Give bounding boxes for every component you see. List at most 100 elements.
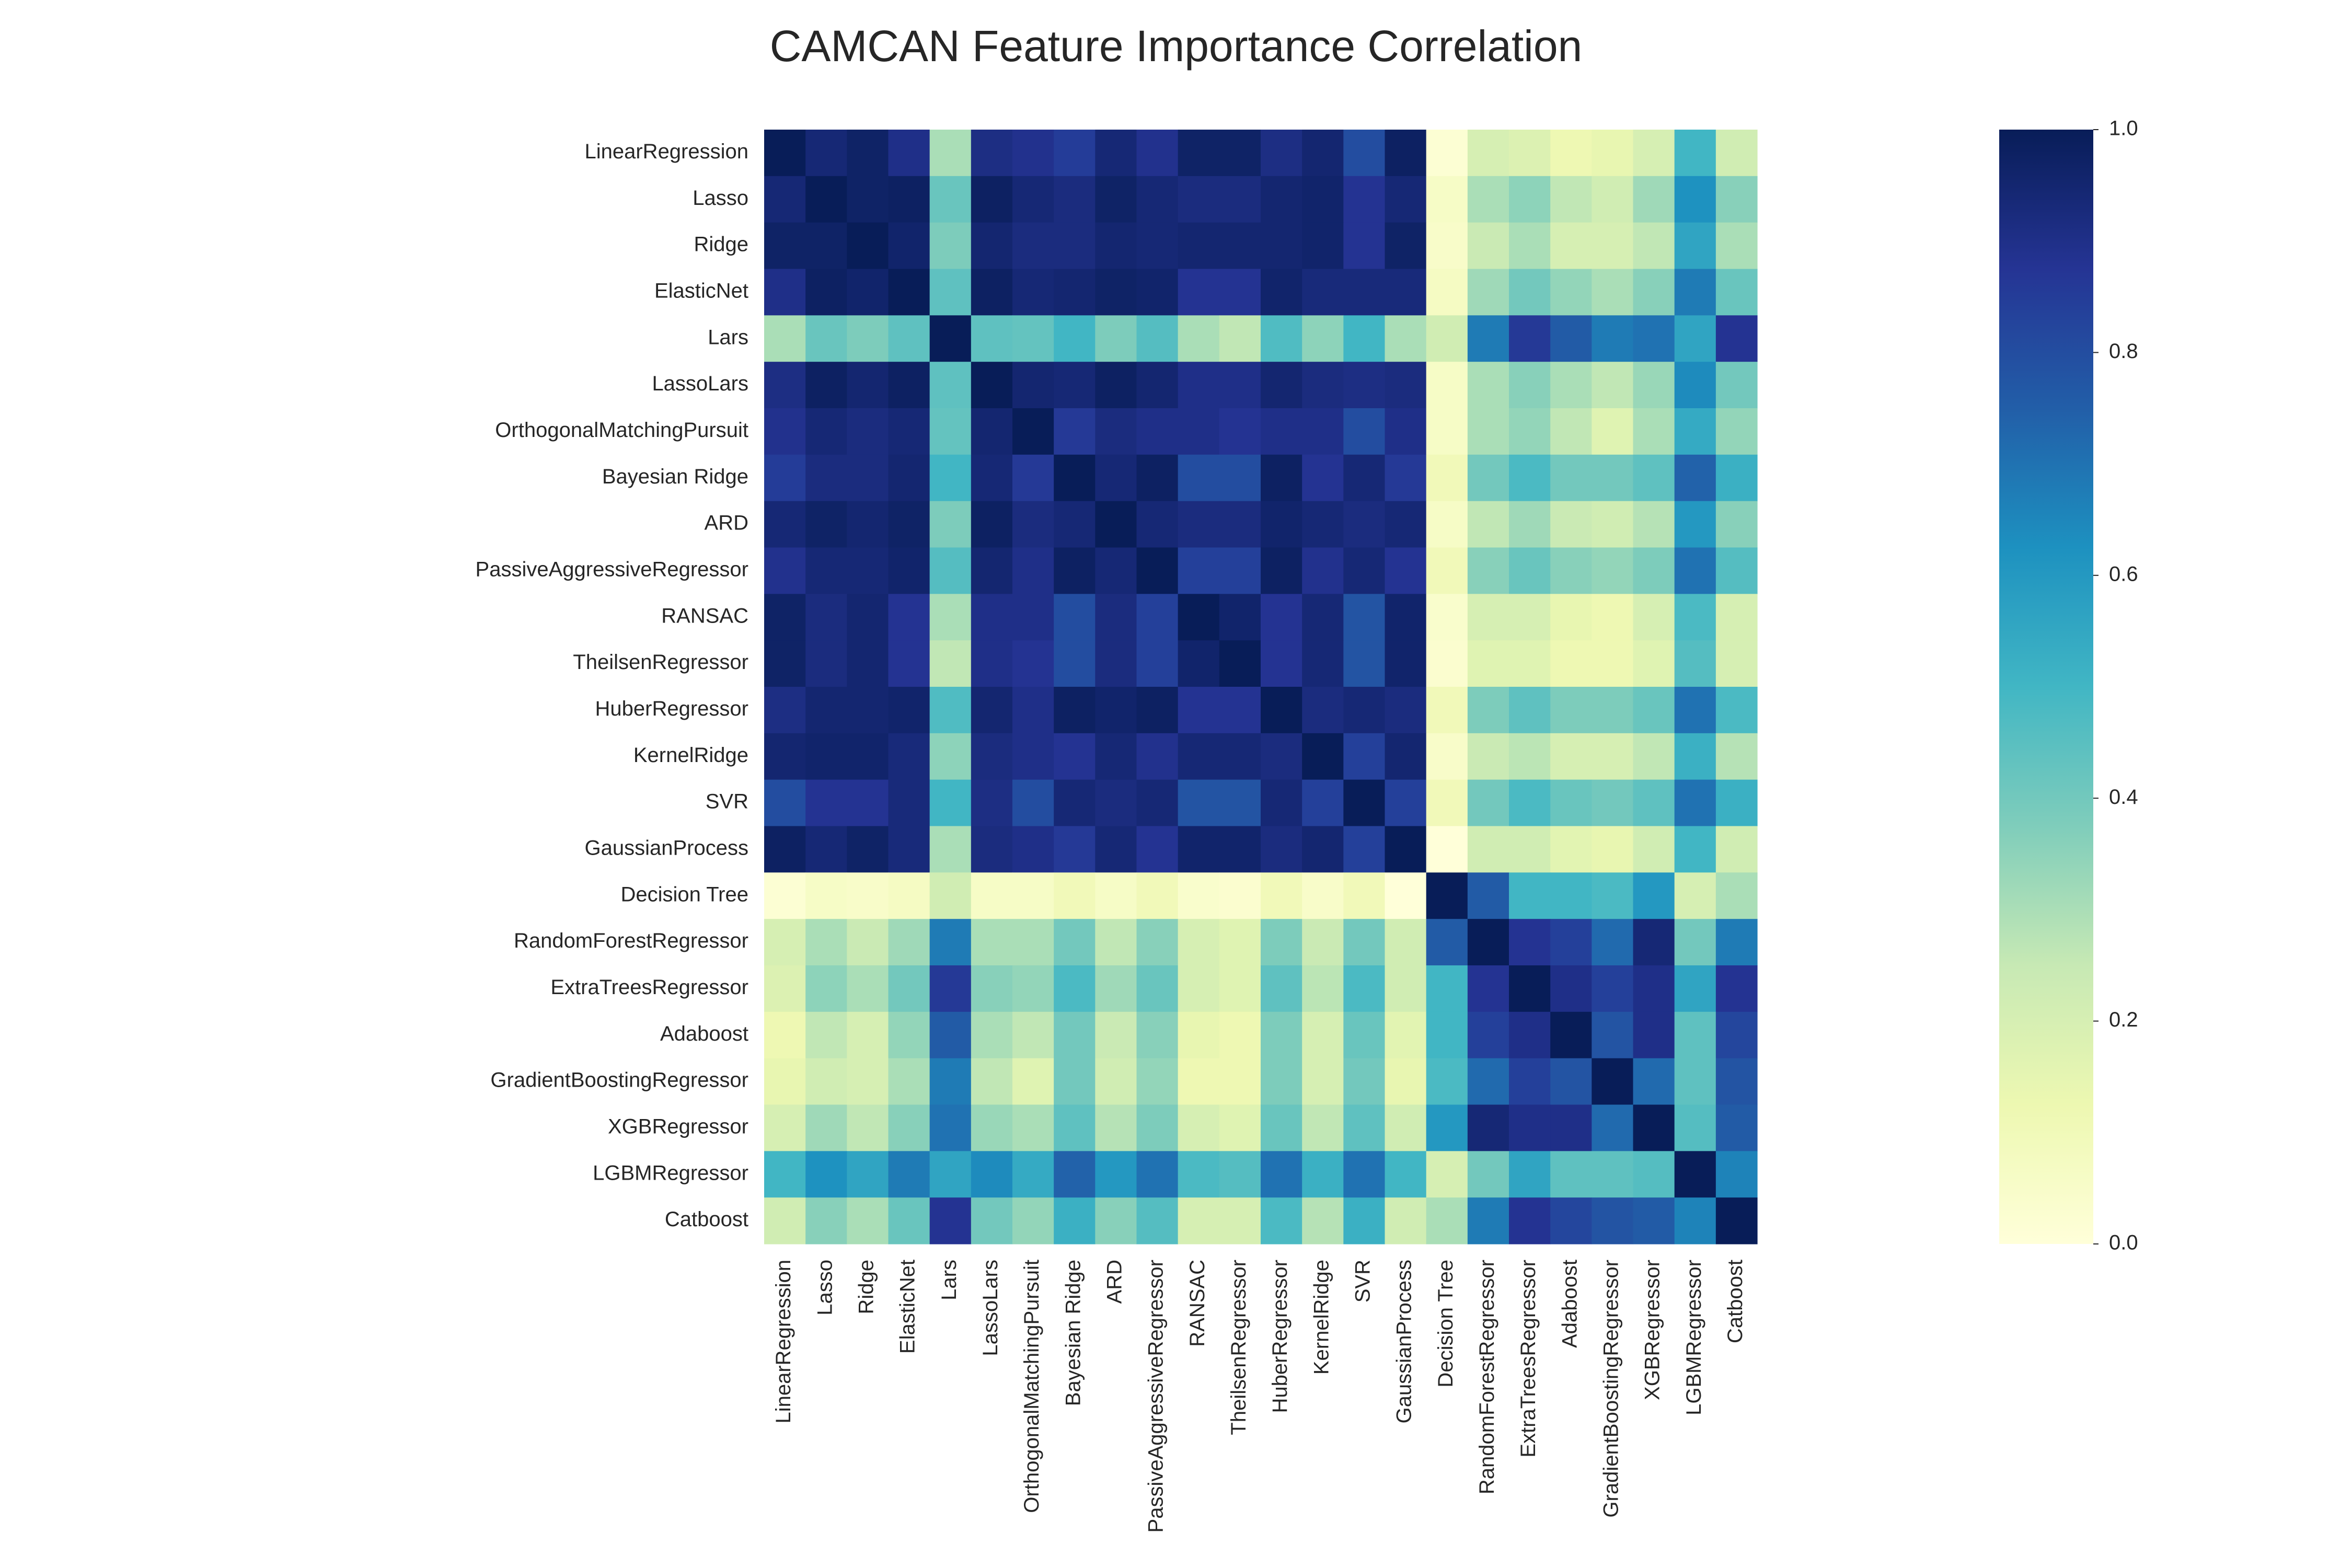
row-label: KernelRidge [633, 744, 748, 767]
column-label: Ridge [855, 1260, 878, 1315]
heatmap-cell [1426, 315, 1468, 362]
heatmap-cell [1633, 501, 1675, 548]
heatmap-cell [1219, 501, 1261, 548]
heatmap-cell [805, 919, 847, 966]
heatmap-cell [764, 501, 806, 548]
heatmap-cell [1219, 1058, 1261, 1105]
heatmap-cell [1095, 919, 1137, 966]
heatmap-cell [1302, 1011, 1344, 1059]
heatmap-cell [1633, 222, 1675, 270]
heatmap-cell [1343, 965, 1386, 1012]
heatmap-cell [1467, 733, 1509, 780]
heatmap-cell [1219, 362, 1261, 409]
heatmap-cell [847, 687, 889, 734]
heatmap-cell [1054, 408, 1096, 455]
heatmap-cell [1385, 1104, 1427, 1151]
row-label: SVR [706, 790, 748, 813]
heatmap-cell [1261, 640, 1302, 687]
heatmap-cell [1261, 779, 1302, 827]
heatmap-cell [1715, 965, 1758, 1012]
heatmap-cell [847, 1151, 889, 1198]
heatmap-cell [847, 408, 889, 455]
heatmap-cell [1302, 547, 1344, 594]
heatmap-cell [1550, 826, 1592, 873]
heatmap-cell [929, 501, 972, 548]
heatmap-cell [1426, 362, 1468, 409]
heatmap-cell [847, 872, 889, 919]
heatmap-cell [1054, 222, 1096, 270]
heatmap-cell [1261, 454, 1302, 502]
heatmap-cell [1715, 872, 1758, 919]
heatmap-cell [764, 919, 806, 966]
heatmap-cell [1592, 1197, 1634, 1244]
heatmap-cell [1302, 687, 1344, 734]
heatmap-cell [1012, 687, 1054, 734]
heatmap-cell [1343, 1058, 1386, 1105]
heatmap-cell [1261, 1151, 1302, 1198]
heatmap-cell [888, 1011, 930, 1059]
heatmap-cell [888, 269, 930, 316]
heatmap-cell [805, 965, 847, 1012]
heatmap-cell [764, 779, 806, 827]
heatmap-cell [1633, 130, 1675, 177]
heatmap-cell [1633, 269, 1675, 316]
heatmap-cell [1261, 826, 1302, 873]
heatmap-cell [847, 130, 889, 177]
heatmap-cell [1095, 269, 1137, 316]
heatmap-cell [1261, 362, 1302, 409]
heatmap-cell [1674, 594, 1716, 641]
heatmap-cell [929, 408, 972, 455]
row-label: PassiveAggressiveRegressor [476, 558, 748, 581]
heatmap-cell [1715, 1011, 1758, 1059]
row-label: ExtraTreesRegressor [550, 976, 748, 999]
heatmap-cell [805, 1058, 847, 1105]
heatmap-cell [1095, 1058, 1137, 1105]
column-label: LassoLars [979, 1260, 1002, 1356]
heatmap-cell [1219, 547, 1261, 594]
heatmap-cell [1054, 965, 1096, 1012]
heatmap-cell [1633, 687, 1675, 734]
heatmap-cell [888, 594, 930, 641]
heatmap-cell [888, 919, 930, 966]
column-label: HuberRegressor [1269, 1260, 1292, 1413]
heatmap-cell [1715, 826, 1758, 873]
heatmap-cell [1261, 176, 1302, 223]
heatmap-cell [1592, 315, 1634, 362]
column-label: ExtraTreesRegressor [1517, 1260, 1540, 1458]
heatmap-cell [847, 362, 889, 409]
heatmap-cell [1592, 965, 1634, 1012]
column-label: Adaboost [1558, 1260, 1581, 1348]
heatmap-cell [1343, 826, 1386, 873]
heatmap-cell [1343, 1151, 1386, 1198]
heatmap-cell [1592, 826, 1634, 873]
heatmap-cell [1178, 687, 1220, 734]
heatmap-cell [764, 130, 806, 177]
heatmap-cell [1674, 919, 1716, 966]
heatmap-cell [1095, 779, 1137, 827]
heatmap-cell [971, 1197, 1013, 1244]
heatmap-cell [1674, 501, 1716, 548]
row-label: OrthogonalMatchingPursuit [495, 419, 748, 442]
heatmap-cell [1136, 733, 1179, 780]
heatmap-cell [1715, 1197, 1758, 1244]
column-label: LinearRegression [772, 1260, 795, 1424]
heatmap-cell [764, 640, 806, 687]
heatmap-cell [1715, 687, 1758, 734]
heatmap-cell [1509, 269, 1551, 316]
column-label: XGBRegressor [1641, 1260, 1664, 1400]
heatmap-cell [1633, 454, 1675, 502]
heatmap-cell [1674, 733, 1716, 780]
heatmap-cell [1633, 1058, 1675, 1105]
heatmap-cell [1715, 176, 1758, 223]
heatmap-cell [1509, 1151, 1551, 1198]
heatmap-cell [1426, 1151, 1468, 1198]
colorbar-tick-label: 0.2 [2109, 1008, 2138, 1031]
column-label: RANSAC [1186, 1260, 1209, 1347]
heatmap-cell [1095, 872, 1137, 919]
heatmap-cell [805, 1104, 847, 1151]
heatmap-cell [847, 315, 889, 362]
heatmap-cell [1550, 1104, 1592, 1151]
heatmap-cell [1219, 1104, 1261, 1151]
heatmap-cell [1054, 1011, 1096, 1059]
heatmap-cell [1012, 269, 1054, 316]
